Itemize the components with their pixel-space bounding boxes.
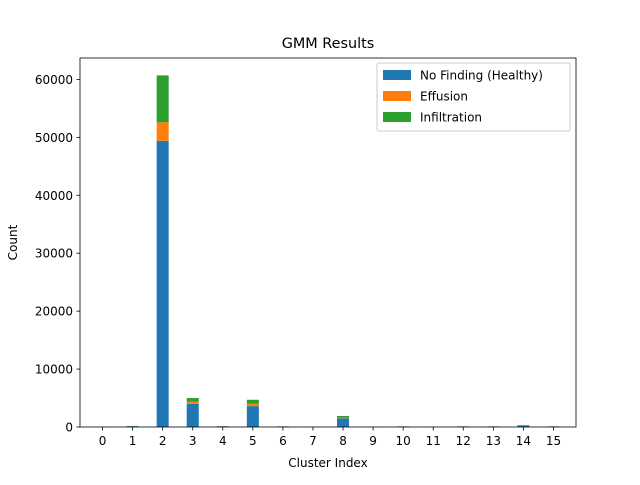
- bar-no-finding-healthy-cluster-5: [247, 406, 259, 427]
- legend-swatch: [383, 91, 411, 101]
- legend-swatch: [383, 112, 411, 122]
- x-tick-label: 7: [309, 434, 317, 448]
- x-tick-label: 13: [486, 434, 501, 448]
- x-tick-label: 14: [516, 434, 531, 448]
- bar-effusion-cluster-3: [187, 402, 199, 404]
- y-axis-label: Count: [6, 224, 20, 260]
- bar-effusion-cluster-2: [157, 122, 169, 141]
- legend: No Finding (Healthy) Effusion Infiltration: [377, 63, 570, 131]
- bar-effusion-cluster-8: [337, 418, 349, 419]
- x-tick-label: 6: [279, 434, 287, 448]
- x-tick-label: 1: [129, 434, 137, 448]
- x-tick-label: 5: [249, 434, 257, 448]
- legend-label: No Finding (Healthy): [420, 69, 543, 83]
- bar-infiltration-cluster-2: [157, 75, 169, 122]
- legend-label: Effusion: [420, 90, 468, 104]
- y-tick-label: 0: [65, 421, 73, 435]
- x-tick-label: 11: [426, 434, 441, 448]
- x-tick-label: 8: [339, 434, 347, 448]
- bar-no-finding-healthy-cluster-8: [337, 418, 349, 427]
- bar-no-finding-healthy-cluster-2: [157, 141, 169, 427]
- bar-infiltration-cluster-8: [337, 416, 349, 418]
- x-tick-label: 10: [396, 434, 411, 448]
- x-tick-label: 2: [159, 434, 167, 448]
- legend-swatch: [383, 70, 411, 80]
- x-tick-label: 4: [219, 434, 227, 448]
- bar-infiltration-cluster-3: [187, 398, 199, 401]
- bar-no-finding-healthy-cluster-3: [187, 404, 199, 427]
- y-tick-label: 10000: [35, 363, 73, 377]
- y-tick-label: 30000: [35, 247, 73, 261]
- x-tick-label: 3: [189, 434, 197, 448]
- bar-infiltration-cluster-5: [247, 400, 259, 404]
- y-tick-label: 40000: [35, 189, 73, 203]
- y-tick-label: 20000: [35, 305, 73, 319]
- y-tick-label: 50000: [35, 131, 73, 145]
- x-tick-label: 12: [456, 434, 471, 448]
- y-tick-label: 60000: [35, 73, 73, 87]
- x-tick-label: 15: [546, 434, 561, 448]
- x-axis-label: Cluster Index: [288, 456, 367, 470]
- x-tick-label: 0: [99, 434, 107, 448]
- legend-label: Infiltration: [420, 111, 482, 125]
- chart-title: GMM Results: [282, 36, 375, 52]
- x-tick-label: 9: [369, 434, 377, 448]
- bar-effusion-cluster-5: [247, 404, 259, 406]
